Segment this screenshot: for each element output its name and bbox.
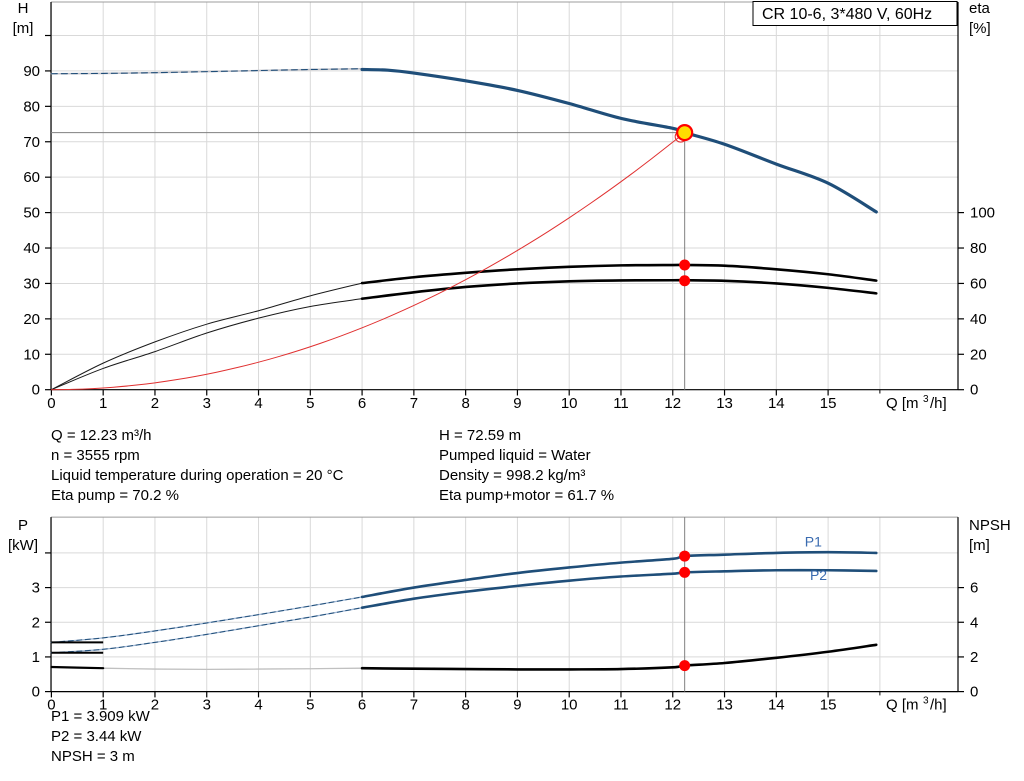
svg-text:11: 11 [613,395,629,412]
svg-text:4: 4 [970,614,978,631]
svg-text:1: 1 [32,649,40,666]
svg-text:2: 2 [970,649,978,666]
svg-text:H: H [18,0,29,17]
svg-text:0: 0 [970,684,978,701]
svg-text:3: 3 [923,696,929,707]
svg-text:5: 5 [306,697,314,714]
svg-text:20: 20 [970,346,987,363]
svg-text:0: 0 [32,382,40,399]
svg-text:80: 80 [23,98,40,115]
svg-text:P: P [18,517,28,534]
svg-text:[m]: [m] [13,20,34,37]
svg-text:[%]: [%] [969,20,991,37]
svg-text:0: 0 [47,395,55,412]
svg-text:60: 60 [970,275,987,292]
svg-text:9: 9 [513,697,521,714]
svg-text:6: 6 [970,580,978,597]
svg-text:70: 70 [23,134,40,151]
svg-text:2: 2 [151,395,159,412]
svg-text:Q [m: Q [m [886,697,919,714]
svg-text:6: 6 [358,395,366,412]
svg-text:12: 12 [664,697,681,714]
svg-text:P1: P1 [805,534,822,550]
svg-text:2: 2 [32,614,40,631]
svg-text:7: 7 [410,697,418,714]
svg-text:10: 10 [561,395,578,412]
svg-text:40: 40 [23,240,40,257]
svg-text:100: 100 [970,205,995,222]
svg-text:8: 8 [461,395,469,412]
svg-text:[m]: [m] [969,537,990,554]
svg-text:14: 14 [768,697,785,714]
svg-text:11: 11 [613,697,629,714]
svg-text:10: 10 [561,697,578,714]
svg-text:15: 15 [820,395,837,412]
svg-text:CR 10-6, 3*480 V, 60Hz: CR 10-6, 3*480 V, 60Hz [762,6,932,23]
svg-text:eta: eta [969,0,991,17]
svg-text:7: 7 [410,395,418,412]
svg-text:5: 5 [306,395,314,412]
svg-text:2: 2 [151,697,159,714]
svg-text:13: 13 [716,395,733,412]
svg-text:Q [m: Q [m [886,395,919,412]
svg-text:50: 50 [23,205,40,222]
svg-text:NPSH: NPSH [969,517,1011,534]
svg-text:1: 1 [99,395,107,412]
svg-text:4: 4 [254,697,262,714]
svg-text:8: 8 [461,697,469,714]
svg-text:20: 20 [23,311,40,328]
svg-text:/h]: /h] [930,697,947,714]
svg-text:12: 12 [664,395,681,412]
svg-text:40: 40 [970,311,987,328]
svg-text:3: 3 [32,580,40,597]
svg-text:80: 80 [970,240,987,257]
svg-text:9: 9 [513,395,521,412]
svg-text:[kW]: [kW] [8,537,38,554]
svg-text:60: 60 [23,169,40,186]
svg-text:P2: P2 [810,567,827,583]
svg-text:6: 6 [358,697,366,714]
svg-text:30: 30 [23,275,40,292]
svg-text:0: 0 [32,684,40,701]
svg-text:3: 3 [203,697,211,714]
svg-text:0: 0 [970,382,978,399]
svg-text:15: 15 [820,697,837,714]
svg-text:4: 4 [254,395,262,412]
svg-text:3: 3 [923,394,929,405]
svg-text:90: 90 [23,63,40,80]
svg-text:14: 14 [768,395,785,412]
svg-text:10: 10 [23,346,40,363]
svg-text:13: 13 [716,697,733,714]
svg-text:/h]: /h] [930,395,947,412]
svg-text:3: 3 [203,395,211,412]
